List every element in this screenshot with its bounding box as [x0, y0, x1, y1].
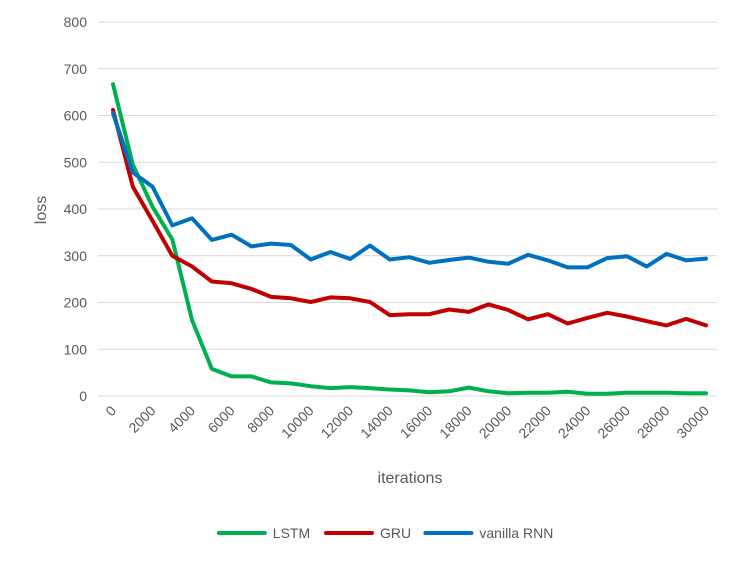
legend-item-lstm: LSTM: [216, 525, 310, 541]
legend-item-gru: GRU: [324, 525, 411, 541]
series-line-vanilla-rnn: [111, 111, 708, 270]
legend-item-vanilla-rnn: vanilla RNN: [423, 525, 553, 541]
x-tick-label: 14000: [357, 402, 396, 441]
y-tick-label: 100: [64, 341, 88, 357]
gridlines: [98, 21, 717, 397]
legend-label-gru: GRU: [380, 525, 411, 541]
x-tick-label: 12000: [317, 402, 356, 441]
x-tick-label: 30000: [673, 402, 712, 441]
x-axis-title: iterations: [378, 470, 443, 487]
x-tick-label: 16000: [397, 402, 436, 441]
y-tick-label: 700: [64, 61, 88, 77]
x-tick-label: 4000: [165, 402, 198, 435]
x-tick-label: 18000: [436, 402, 475, 441]
legend-label-lstm: LSTM: [273, 525, 310, 541]
y-tick-label: 300: [64, 248, 88, 264]
series-line-gru: [111, 107, 708, 328]
legend: LSTM GRU vanilla RNN: [216, 525, 553, 541]
y-tick-label: 200: [64, 295, 88, 311]
x-tick-label: 10000: [278, 402, 317, 441]
x-tick-label: 26000: [594, 402, 633, 441]
x-tick-label: 24000: [555, 402, 594, 441]
x-tick-label: 8000: [244, 402, 277, 435]
x-tick-label: 0: [102, 402, 119, 419]
x-tick-label: 6000: [204, 402, 237, 435]
x-tick-label: 20000: [476, 402, 515, 441]
y-tick-label: 500: [64, 154, 88, 170]
y-axis-ticks: 0 100 200 300 400 500 600 700 800: [64, 14, 88, 404]
legend-label-vanilla-rnn: vanilla RNN: [479, 525, 553, 541]
series-line-lstm: [111, 82, 708, 396]
x-tick-label: 28000: [634, 402, 673, 441]
y-tick-label: 400: [64, 201, 88, 217]
y-tick-label: 0: [79, 388, 87, 404]
x-tick-label: 2000: [125, 402, 158, 435]
x-axis-ticks: 0 2000 4000 6000 8000 10000 12000 14000 16000 180…: [102, 402, 712, 441]
y-axis-title: loss: [33, 196, 50, 224]
y-tick-label: 800: [64, 14, 88, 30]
x-tick-label: 22000: [515, 402, 554, 441]
series-lines: [111, 82, 708, 396]
y-tick-label: 600: [64, 108, 88, 124]
